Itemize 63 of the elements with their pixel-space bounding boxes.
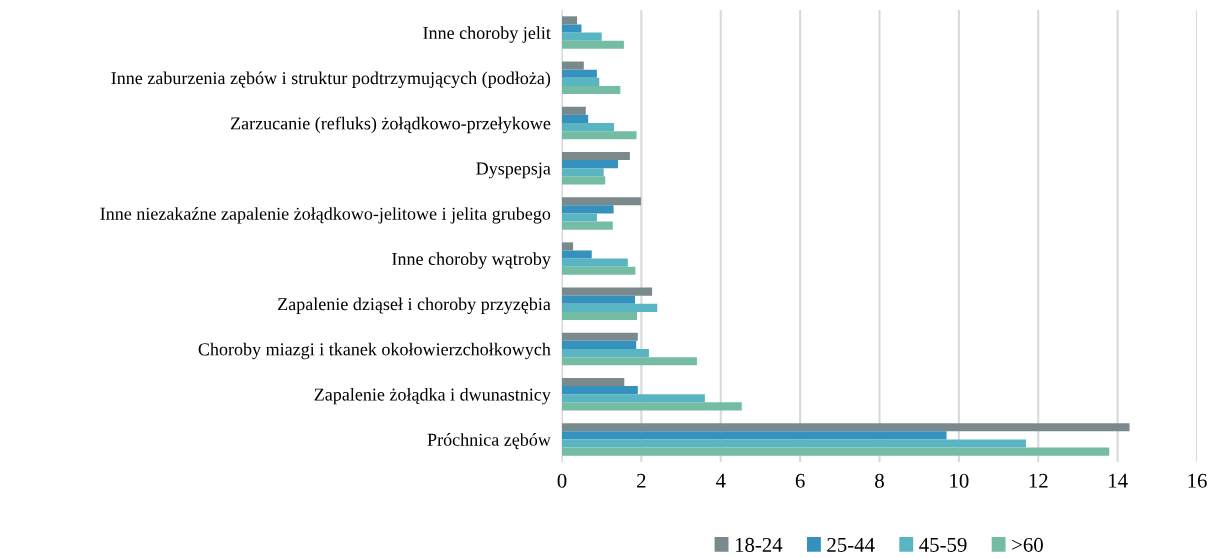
bar — [562, 349, 649, 358]
y-tick-label: Inne choroby wątroby — [392, 252, 551, 269]
bar — [562, 131, 637, 140]
x-tick-label: 10 — [950, 473, 969, 488]
bar — [562, 447, 1110, 456]
bar — [562, 197, 641, 206]
bar — [562, 151, 630, 161]
y-tick-label: Inne zaburzenia zębów i struktur podtrzymujących (podłoża) — [111, 71, 551, 88]
legend-label: 45-59 — [919, 537, 967, 552]
x-tick-label: 14 — [1109, 473, 1128, 488]
x-tick-label: 2 — [637, 473, 646, 488]
bar — [562, 287, 653, 296]
bar — [562, 160, 618, 169]
bar — [562, 77, 600, 86]
x-tick-label: 4 — [715, 473, 726, 488]
bar — [562, 340, 637, 349]
bar — [562, 24, 582, 33]
bar — [562, 439, 1026, 448]
x-tick-label: 6 — [795, 473, 805, 488]
legend-label: >60 — [1012, 537, 1043, 552]
bar — [562, 123, 614, 132]
bar — [562, 221, 613, 230]
bar — [562, 242, 574, 251]
legend-label: 25-44 — [827, 537, 875, 552]
bar — [562, 250, 592, 259]
y-tick-label: Zapalenie dziąseł i choroby przyzębia — [278, 297, 551, 314]
bar — [562, 423, 1130, 432]
x-tick-label: 12 — [1029, 473, 1048, 488]
y-tick-label: Inne niezakaźne zapalenie żołądkowo-jelitowe i jelita grubego — [100, 207, 551, 224]
bar — [562, 205, 614, 214]
x-tick-label: 16 — [1188, 473, 1207, 488]
bar — [562, 258, 628, 267]
bar — [562, 40, 624, 49]
y-tick-label: Inne choroby jelit — [423, 26, 551, 43]
x-tick-label: 8 — [875, 473, 884, 488]
bar — [562, 386, 638, 395]
y-tick-label: Dyspepsja — [476, 162, 551, 179]
bar — [562, 311, 638, 321]
bar — [562, 295, 636, 304]
y-tick-label: Zapalenie żołądka i dwunastnicy — [314, 387, 551, 405]
x-tick-label: 0 — [557, 473, 567, 488]
bar — [562, 303, 658, 312]
bar — [562, 69, 597, 78]
bar — [562, 16, 578, 25]
bar — [562, 402, 742, 411]
bar — [562, 357, 697, 366]
bar — [562, 61, 584, 70]
bar — [562, 394, 705, 403]
y-tick-label: Próchnica zębów — [427, 433, 551, 450]
bar — [562, 213, 597, 222]
bar — [562, 32, 602, 41]
bar — [562, 85, 621, 95]
bar — [562, 176, 606, 185]
bar — [562, 114, 589, 123]
bar — [562, 266, 636, 275]
bar — [562, 106, 586, 115]
bar — [562, 332, 638, 341]
bar — [562, 377, 625, 387]
legend-label: 18-24 — [735, 537, 783, 552]
bar — [562, 431, 947, 440]
y-tick-label: Zarzucanie (refluks) żołądkowo-przełykowe — [230, 116, 551, 134]
bar — [562, 168, 604, 177]
y-tick-label: Choroby miazgi i tkanek okołowierzchołkowych — [198, 342, 551, 360]
